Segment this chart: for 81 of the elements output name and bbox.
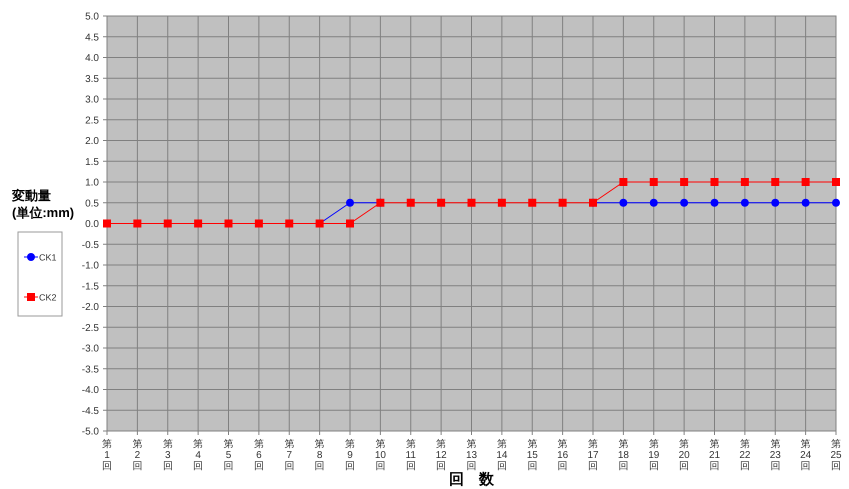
point — [832, 178, 840, 186]
y-tick-label: -0.5 — [82, 240, 100, 251]
x-tick-label: 第8回 — [314, 438, 325, 472]
x-tick-label: 第4回 — [193, 438, 204, 472]
point — [194, 220, 202, 228]
x-tick-label: 第12回 — [436, 438, 448, 472]
x-tick-label: 第10回 — [374, 438, 386, 472]
point — [528, 198, 536, 207]
point — [437, 198, 446, 207]
y-tick-label: 0.5 — [85, 198, 100, 210]
point — [832, 198, 840, 207]
point — [468, 198, 476, 207]
point — [740, 198, 749, 207]
point — [498, 198, 506, 207]
y-tick-label: 1.0 — [85, 178, 100, 188]
x-tick-label: 第17回 — [587, 438, 599, 472]
point — [164, 220, 172, 228]
point — [254, 220, 263, 228]
y-tick-label: -3.5 — [82, 364, 100, 376]
point — [802, 178, 810, 186]
y-tick-label: 1.5 — [85, 156, 100, 168]
point — [710, 198, 718, 207]
point — [650, 198, 658, 207]
point — [619, 198, 628, 207]
legend-label: CK2 — [39, 292, 57, 302]
x-tick-label: 第21回 — [708, 438, 720, 472]
point — [558, 198, 567, 207]
point — [771, 198, 780, 207]
x-tick-label: 第5回 — [224, 438, 234, 472]
point — [346, 198, 354, 207]
x-tick-label: 第6回 — [254, 438, 264, 472]
x-tick-label: 第1回 — [102, 438, 112, 472]
x-tick-label: 第22回 — [739, 438, 751, 472]
x-tick-label: 第25回 — [830, 438, 842, 472]
point — [224, 220, 232, 228]
point — [680, 198, 688, 207]
point — [103, 220, 111, 228]
y-tick-label: 2.5 — [85, 115, 100, 126]
point — [346, 220, 354, 228]
y-tick-label: 5.0 — [85, 12, 100, 22]
point — [133, 220, 142, 228]
y-tick-label: -4.0 — [82, 385, 100, 396]
point — [740, 178, 749, 186]
y-tick-label: -3.0 — [82, 344, 100, 354]
x-tick-label: 第3回 — [162, 438, 173, 472]
x-tick-label: 第15回 — [526, 438, 538, 472]
y-tick-label: 2.0 — [85, 136, 100, 147]
y-tick-label: -2.5 — [82, 322, 100, 334]
point — [680, 178, 688, 186]
x-tick-label: 第16回 — [557, 438, 569, 472]
y-tick-label: 3.5 — [85, 74, 100, 85]
x-tick-label: 第19回 — [648, 438, 660, 472]
x-tick-label: 第23回 — [770, 438, 782, 472]
x-tick-label: 第11回 — [406, 438, 416, 472]
point — [802, 198, 810, 207]
x-tick-label: 第7回 — [284, 438, 294, 472]
y-tick-label: -1.0 — [82, 260, 100, 272]
x-tick-label: 第18回 — [618, 438, 630, 472]
x-tick-label: 第9回 — [345, 438, 355, 472]
point — [619, 178, 628, 186]
x-tick-label: 第2回 — [132, 438, 142, 472]
point — [650, 178, 658, 186]
point — [771, 178, 780, 186]
x-tick-label: 第13回 — [466, 438, 478, 472]
x-tick-label: 第24回 — [800, 438, 812, 472]
y-tick-label: -2.0 — [82, 302, 100, 313]
x-tick-label: 第20回 — [678, 438, 690, 472]
y-tick-label: 0.0 — [85, 219, 100, 230]
y-tick-label: -1.5 — [82, 281, 100, 292]
legend-label: CK1 — [39, 252, 57, 262]
point — [406, 198, 415, 207]
x-axis-title: 回 数 — [449, 471, 495, 488]
y-tick-label: -5.0 — [82, 426, 100, 438]
x-tick-label: 第14回 — [496, 438, 508, 472]
y-tick-label: -4.5 — [82, 406, 100, 417]
y-tick-label: 4.5 — [85, 32, 100, 44]
y-tick-label: 4.0 — [85, 53, 100, 64]
point — [710, 178, 718, 186]
y-axis-title: 変動量 (単位:mm) — [11, 188, 74, 220]
point — [285, 220, 294, 228]
y-tick-label: 3.0 — [85, 94, 100, 106]
